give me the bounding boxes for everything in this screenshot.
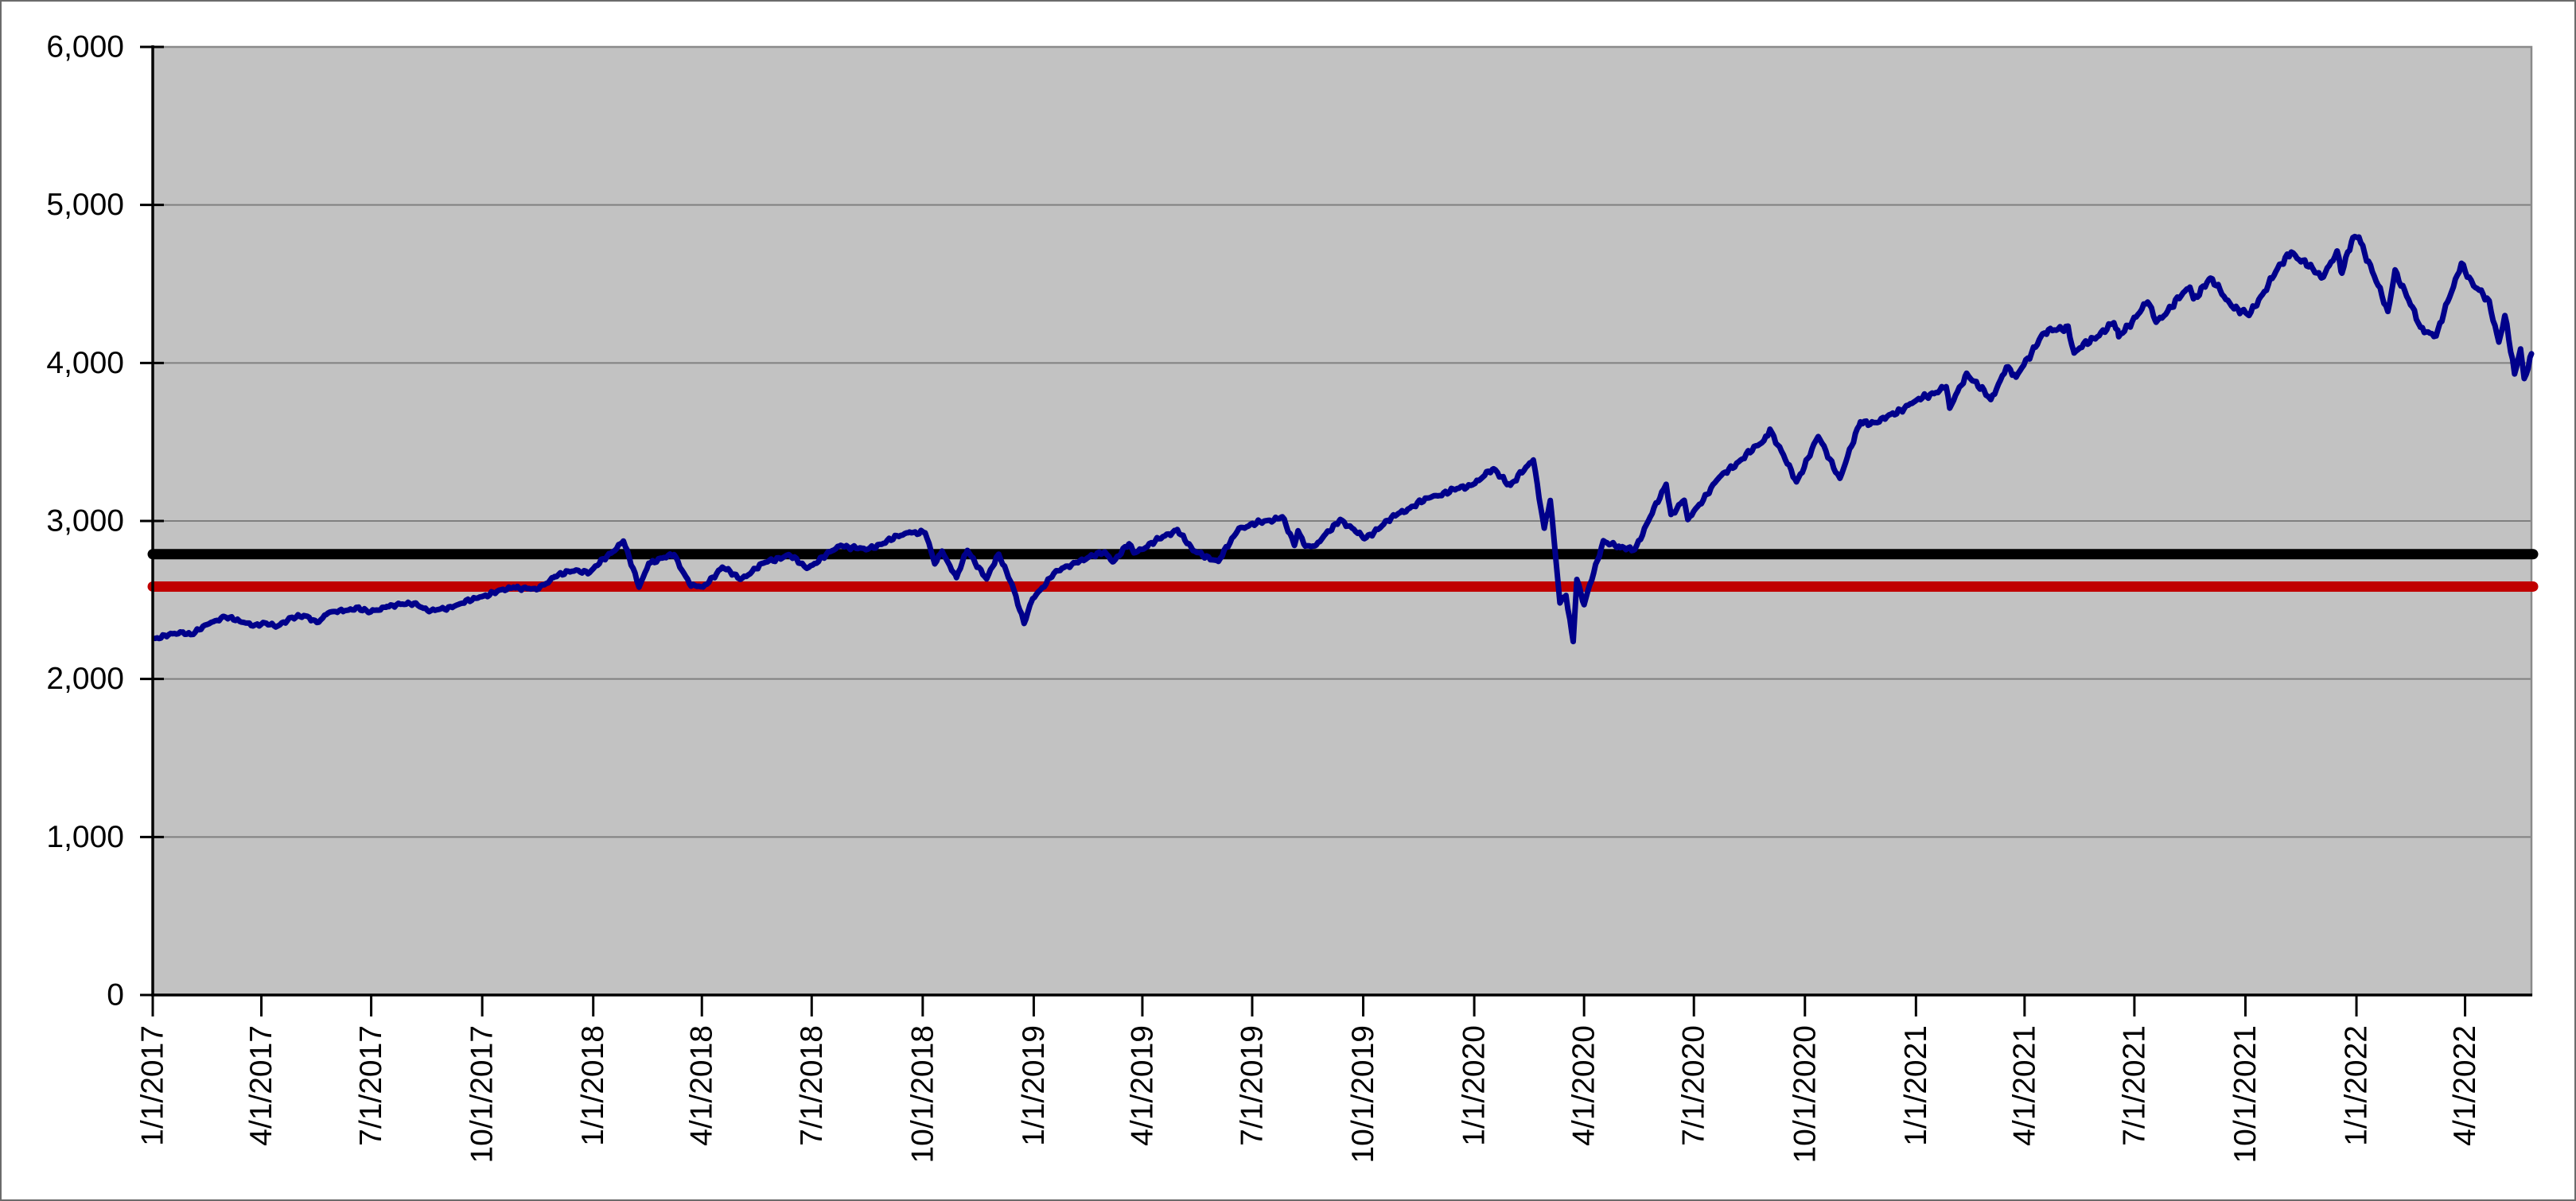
x-axis-tick-label: 7/1/2021 <box>2117 1025 2151 1146</box>
x-axis-tick-label: 7/1/2018 <box>795 1025 829 1146</box>
x-axis-tick-label: 7/1/2017 <box>354 1025 388 1146</box>
x-axis-tick-label: 10/1/2019 <box>1346 1025 1380 1164</box>
x-axis-tick-label: 7/1/2019 <box>1235 1025 1269 1146</box>
y-axis-tick-label: 5,000 <box>46 188 124 222</box>
x-axis-tick-label: 4/1/2018 <box>685 1025 719 1146</box>
y-axis-tick-label: 1,000 <box>46 820 124 854</box>
index-price <box>152 233 2535 645</box>
x-axis-tick-label: 10/1/2020 <box>1788 1025 1822 1164</box>
y-axis-tick-label: 3,000 <box>46 504 124 538</box>
x-axis-tick-label: 4/1/2022 <box>2448 1025 2482 1146</box>
x-axis-tick-label: 4/1/2020 <box>1567 1025 1601 1146</box>
y-axis-tick-label: 0 <box>107 978 124 1012</box>
x-axis-tick-label: 10/1/2021 <box>2228 1025 2263 1164</box>
x-axis-tick-label: 1/1/2021 <box>1899 1025 1933 1146</box>
x-axis-tick-label: 4/1/2021 <box>2007 1025 2041 1146</box>
x-axis-tick-label: 1/1/2020 <box>1457 1025 1492 1146</box>
x-axis-tick-label: 1/1/2019 <box>1017 1025 1051 1146</box>
y-axis-tick-label: 4,000 <box>46 346 124 380</box>
x-axis-tick-label: 4/1/2019 <box>1125 1025 1159 1146</box>
x-axis-tick-label: 1/1/2017 <box>136 1025 170 1146</box>
x-axis-tick-label: 7/1/2020 <box>1677 1025 1711 1146</box>
y-axis-tick-label: 6,000 <box>46 30 124 64</box>
x-axis-tick-label: 4/1/2017 <box>244 1025 278 1146</box>
x-axis-tick-label: 10/1/2018 <box>905 1025 940 1164</box>
x-axis-tick-label: 1/1/2018 <box>576 1025 610 1146</box>
y-axis-tick-label: 2,000 <box>46 662 124 696</box>
x-axis-tick-label: 1/1/2022 <box>2340 1025 2374 1146</box>
x-axis-tick-label: 10/1/2017 <box>465 1025 500 1164</box>
